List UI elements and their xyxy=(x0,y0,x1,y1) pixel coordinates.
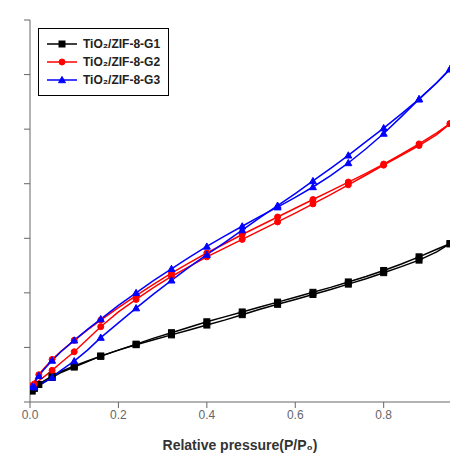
html-text:TiO₂/ZIF-8-G3: TiO₂/ZIF-8-G3 xyxy=(83,73,161,87)
html-text:TiO₂/ZIF-8-G1: TiO₂/ZIF-8-G1 xyxy=(83,37,161,51)
svg-text:0.2: 0.2 xyxy=(110,408,127,422)
svg-text:Relative pressure(P/P₀): Relative pressure(P/P₀) xyxy=(163,437,318,453)
svg-text:0.4: 0.4 xyxy=(198,408,215,422)
svg-text:0.8: 0.8 xyxy=(375,408,392,422)
svg-text:0.0: 0.0 xyxy=(22,408,39,422)
svg-text:0.6: 0.6 xyxy=(287,408,304,422)
html-text:TiO₂/ZIF-8-G2: TiO₂/ZIF-8-G2 xyxy=(83,55,161,69)
